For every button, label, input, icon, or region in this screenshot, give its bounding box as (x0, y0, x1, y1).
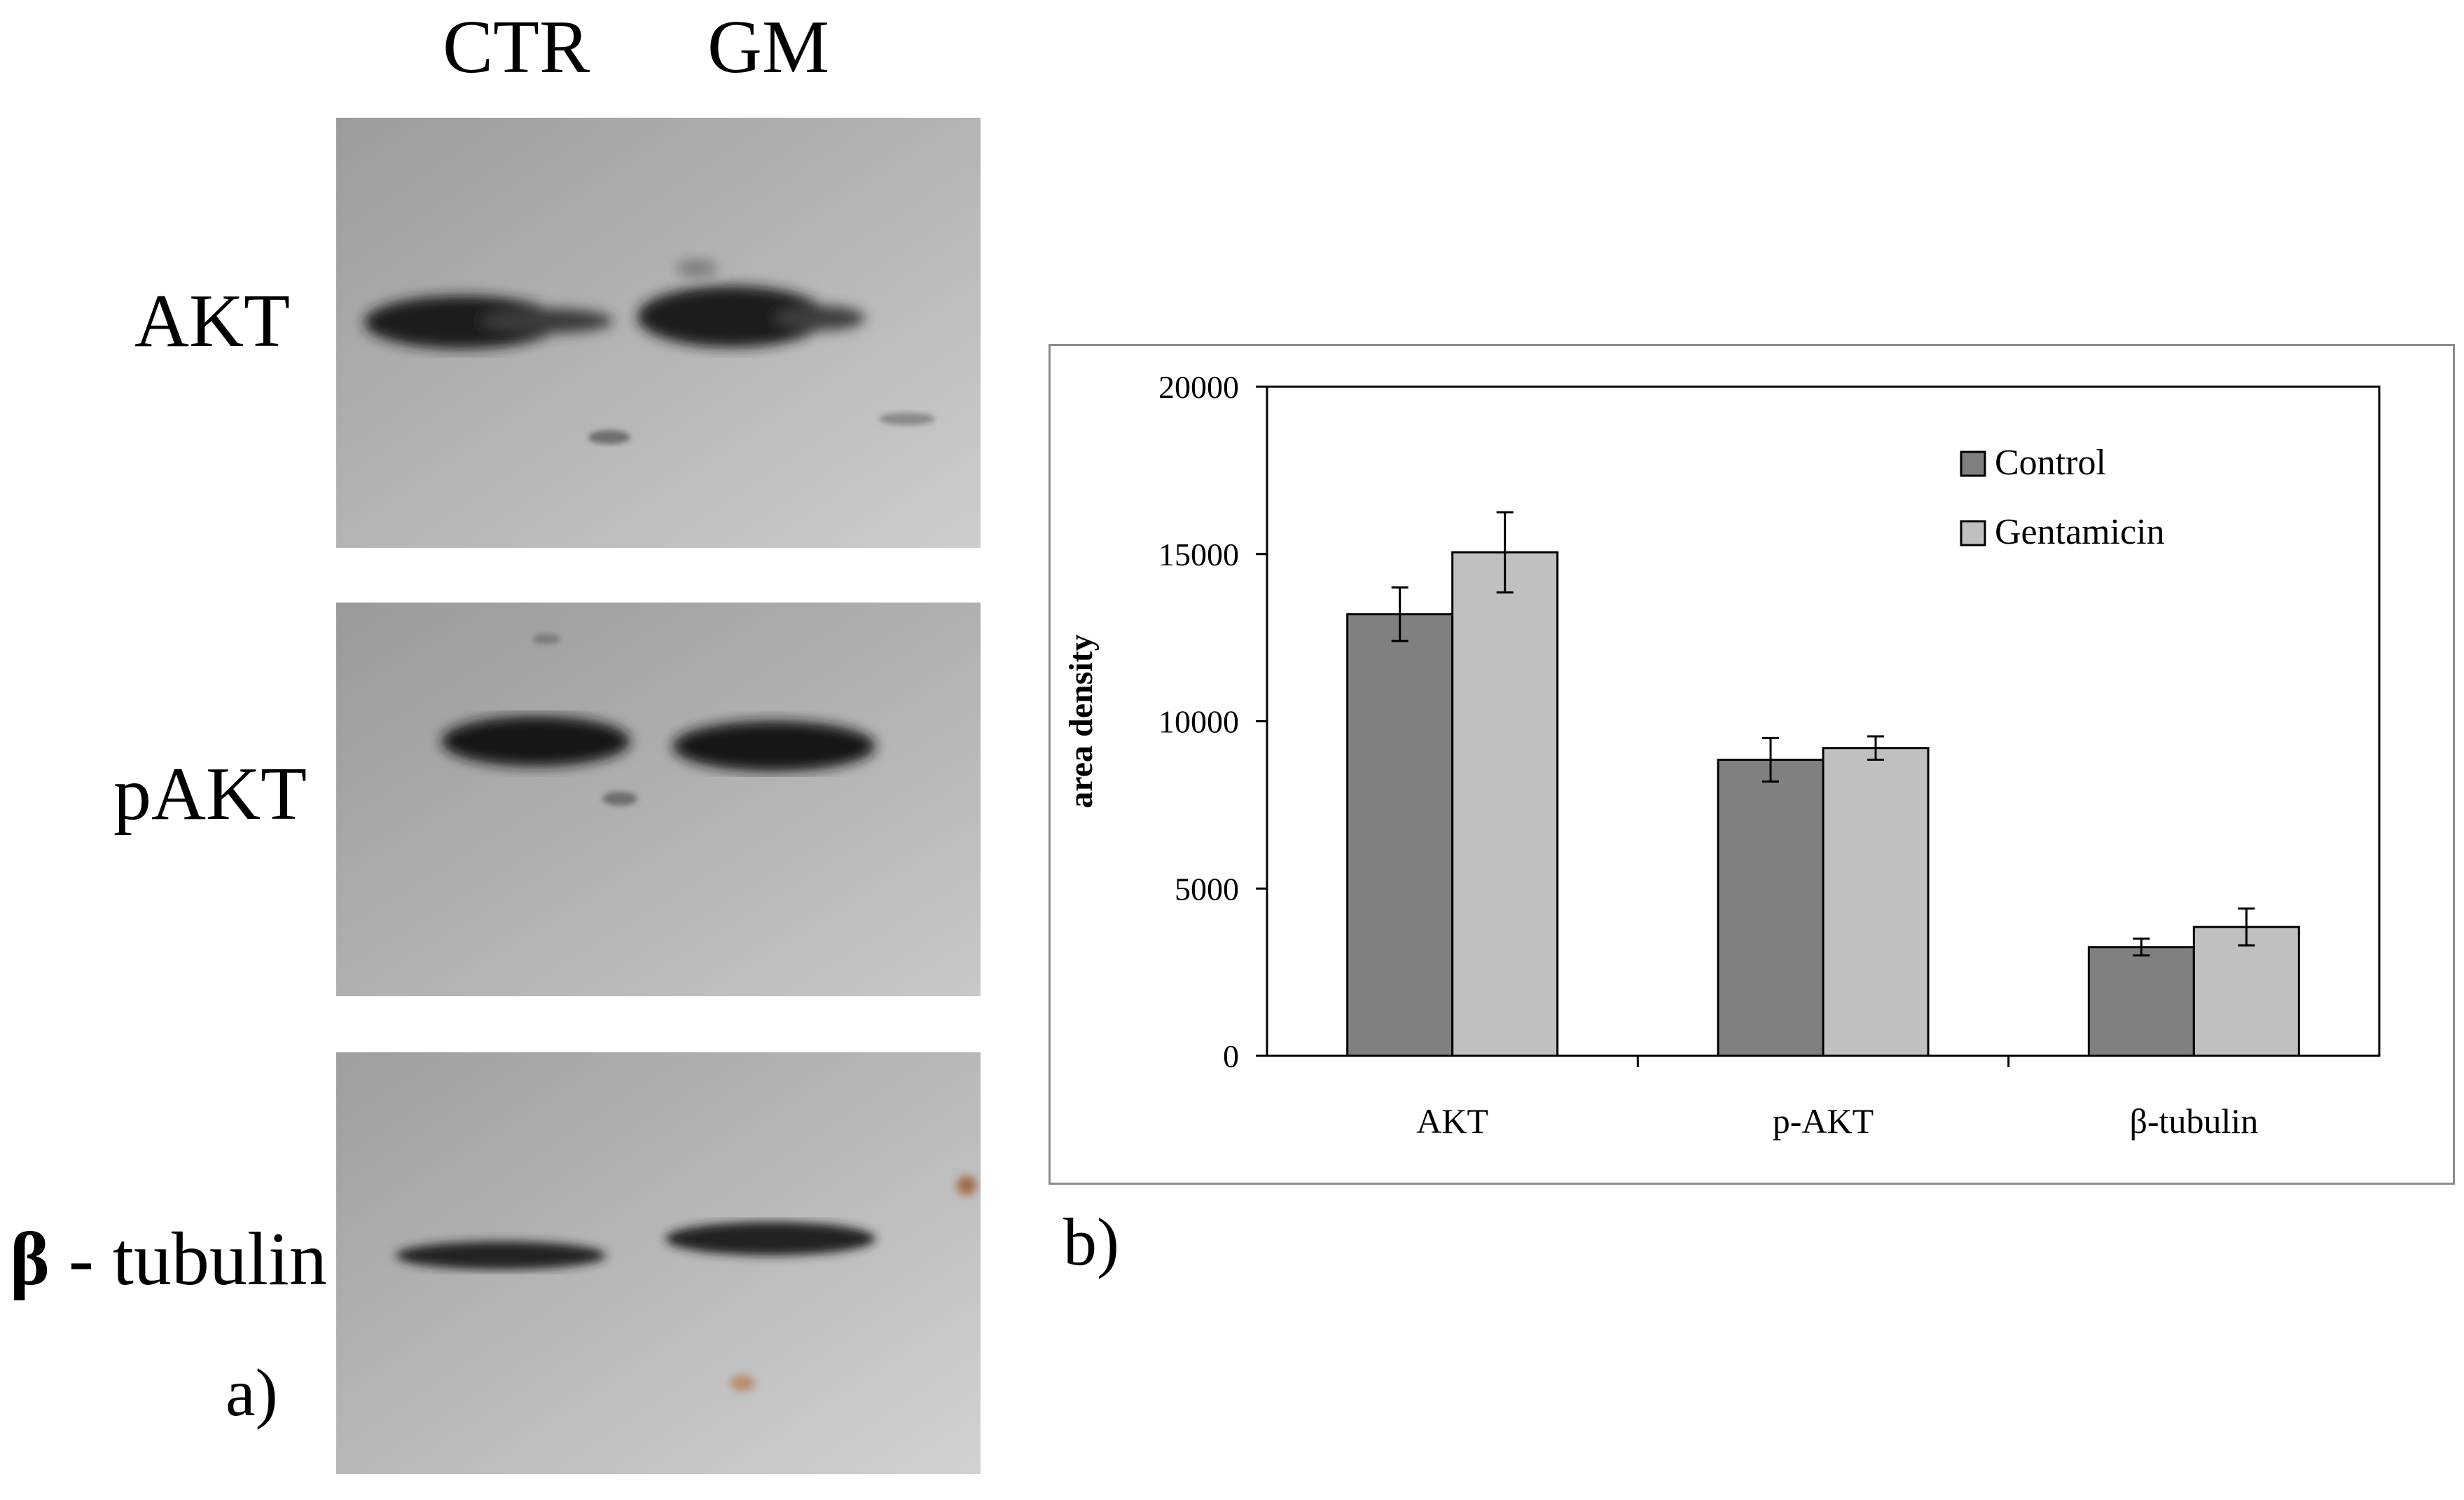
y-tick-label: 5000 (1175, 871, 1239, 907)
bar (2192, 926, 2300, 1057)
bar (1346, 613, 1454, 1057)
row-label-akt: AKT (134, 280, 290, 363)
blot-pakt (336, 603, 981, 996)
x-tick-label: p-AKT (1773, 1101, 1874, 1141)
y-axis-label: area density (1063, 634, 1100, 808)
legend-label: Gentamicin (1995, 512, 2165, 552)
y-tick-label: 10000 (1158, 704, 1239, 740)
legend-swatch (1960, 450, 1986, 477)
lane-label-ctr: CTR (443, 6, 590, 89)
chart-legend: Control Gentamicin (1960, 443, 2165, 552)
chart-bars (1346, 511, 2300, 1057)
legend-swatch (1960, 520, 1986, 546)
x-tick-label: AKT (1416, 1101, 1488, 1141)
y-tick-label: 15000 (1158, 537, 1239, 572)
panel-letter-a: a) (226, 1355, 278, 1430)
bar (1717, 758, 1825, 1057)
y-tick-label: 0 (1223, 1038, 1239, 1074)
lane-label-gm: GM (707, 6, 830, 89)
bar-chart: 0 5000 10000 15000 20000 area density AKT p-AKT… (1063, 369, 2381, 1141)
bar (2087, 946, 2195, 1057)
chart-labels: 0 5000 10000 15000 20000 area density AKT p-AKT… (1063, 369, 2258, 1141)
bar (1822, 747, 1930, 1057)
row-label-beta-tubulin: β - tubulin (10, 1218, 327, 1301)
blot-akt (336, 118, 981, 548)
panel-letter-b: b) (1063, 1204, 1119, 1279)
row-label-pakt: pAKT (113, 752, 307, 836)
y-tick-label: 20000 (1158, 369, 1239, 405)
legend-label: Control (1995, 443, 2106, 483)
x-tick-label: β-tubulin (2129, 1101, 2258, 1141)
bar (1451, 551, 1559, 1057)
blot-beta-tubulin (336, 1052, 981, 1474)
